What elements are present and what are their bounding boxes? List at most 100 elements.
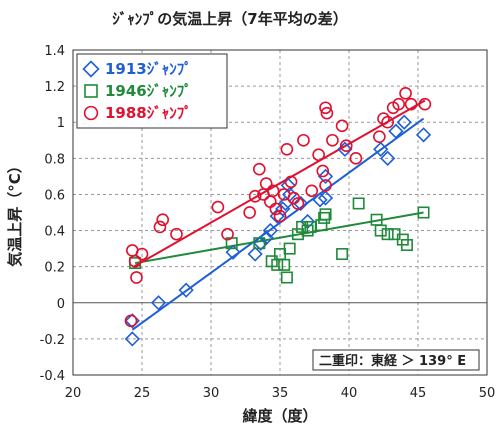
point-square: [318, 211, 331, 224]
point-circle: [266, 184, 280, 198]
point-circle: [297, 133, 310, 147]
y-axis-label: 気温上昇（°C）: [6, 158, 24, 267]
point-circle: [248, 189, 262, 203]
chart-title: ｼﾞｬﾝﾌﾟの気温上昇（7年平均の差）: [112, 10, 347, 28]
trend-line-0: [131, 117, 425, 331]
point-square: [381, 228, 394, 241]
point-circle: [418, 97, 432, 111]
point-circle: [312, 148, 325, 162]
point-circle: [264, 195, 277, 208]
point-square: [283, 242, 296, 255]
point-circle: [259, 177, 273, 190]
point-diamond: [124, 331, 140, 347]
y-tick-label: 0.4: [44, 225, 65, 240]
note-box: [312, 349, 480, 371]
note: 二重印：東経 ＞ 139° E: [312, 349, 480, 371]
point-circle: [392, 97, 406, 111]
point-circle: [130, 271, 143, 284]
y-tick-label: -0.2: [40, 333, 65, 348]
point-circle: [211, 200, 225, 214]
x-axis-label: 緯度（度）: [242, 407, 317, 425]
point-diamond: [262, 222, 278, 239]
point-diamond: [373, 141, 389, 157]
x-tick-label: 20: [65, 386, 82, 401]
legend-marker-circle: [83, 105, 99, 121]
point-circle: [128, 254, 142, 268]
point-diamond: [388, 123, 404, 139]
plot-frame: [72, 49, 488, 376]
x-tick-label: 35: [272, 386, 289, 401]
x-tick-label: 45: [410, 386, 427, 401]
point-circle: [319, 101, 332, 115]
tick-labels: 20 25 30 35 40 45 50 -0.4 -0.2 0 0.2 0.4 0.6 0.8 1 1.2 1…: [40, 44, 496, 401]
point-diamond: [225, 244, 241, 260]
point-circle: [273, 209, 287, 223]
legend-label: 1946ｼﾞｬﾝﾌﾟ: [105, 82, 192, 100]
point-diamond: [317, 168, 334, 185]
point-diamond: [150, 295, 167, 311]
point-diamond: [258, 230, 274, 246]
point-square: [336, 248, 349, 261]
y-tick-label: 0.2: [44, 261, 65, 276]
legend-box: [76, 53, 228, 129]
point-circle: [373, 130, 386, 143]
point-circle: [170, 227, 183, 241]
point-circle: [381, 115, 394, 129]
point-circle: [404, 97, 418, 111]
point-diamond: [275, 201, 291, 217]
point-circle: [243, 206, 256, 219]
point-circle: [377, 112, 390, 125]
point-diamond: [178, 282, 194, 298]
y-tick-label: 0: [57, 297, 65, 312]
y-tick-label: 1.2: [44, 80, 65, 95]
point-diamond: [293, 195, 309, 212]
point-circle: [291, 197, 305, 210]
point-square: [253, 237, 266, 250]
point-square: [280, 271, 293, 284]
point-circle: [124, 314, 138, 328]
x-tick-label: 30: [203, 386, 220, 401]
legend: 1913ｼﾞｬﾝﾌﾟ 1946ｼﾞｬﾝﾌﾟ 1988ｼﾞｬﾝﾌﾟ: [76, 53, 228, 129]
legend-marker-diamond: [82, 60, 100, 78]
point-square: [417, 206, 430, 219]
y-tick-label: -0.4: [40, 369, 65, 384]
point-circle: [153, 220, 167, 234]
x-tick-label: 40: [341, 386, 358, 401]
point-circle: [252, 162, 266, 176]
point-square: [319, 208, 332, 221]
x-tick-label: 50: [479, 386, 496, 401]
point-square: [400, 239, 413, 252]
point-circle: [135, 247, 149, 261]
trend-line-2: [133, 99, 426, 268]
y-tick-label: 0.6: [44, 188, 65, 203]
point-circle: [284, 175, 298, 189]
point-circle: [399, 87, 412, 100]
trend-lines: [131, 99, 426, 331]
point-circle: [319, 179, 332, 192]
point-square: [301, 224, 314, 237]
y-tick-label: 0.8: [44, 152, 65, 167]
legend-label: 1913ｼﾞｬﾝﾌﾟ: [105, 60, 192, 78]
x-tick-label: 25: [134, 386, 151, 401]
y-tick-label: 1.4: [44, 44, 65, 59]
point-circle: [316, 164, 330, 178]
point-circle: [280, 142, 294, 156]
point-circle: [156, 213, 170, 227]
point-circle: [305, 184, 319, 198]
point-diamond: [396, 114, 412, 130]
point-square: [374, 224, 387, 237]
point-circle: [269, 202, 283, 216]
note-text: 二重印：東経 ＞ 139° E: [319, 353, 466, 369]
point-diamond: [312, 192, 328, 208]
trend-line-1: [134, 211, 424, 265]
point-diamond: [317, 190, 334, 206]
legend-label: 1988ｼﾞｬﾝﾌﾟ: [105, 104, 192, 122]
point-circle: [320, 106, 334, 120]
y-tick-label: 1: [57, 116, 65, 131]
point-circle: [221, 227, 234, 241]
point-circle: [335, 119, 349, 133]
point-circle: [326, 133, 339, 147]
point-diamond: [247, 246, 263, 262]
data-points: [124, 87, 432, 347]
